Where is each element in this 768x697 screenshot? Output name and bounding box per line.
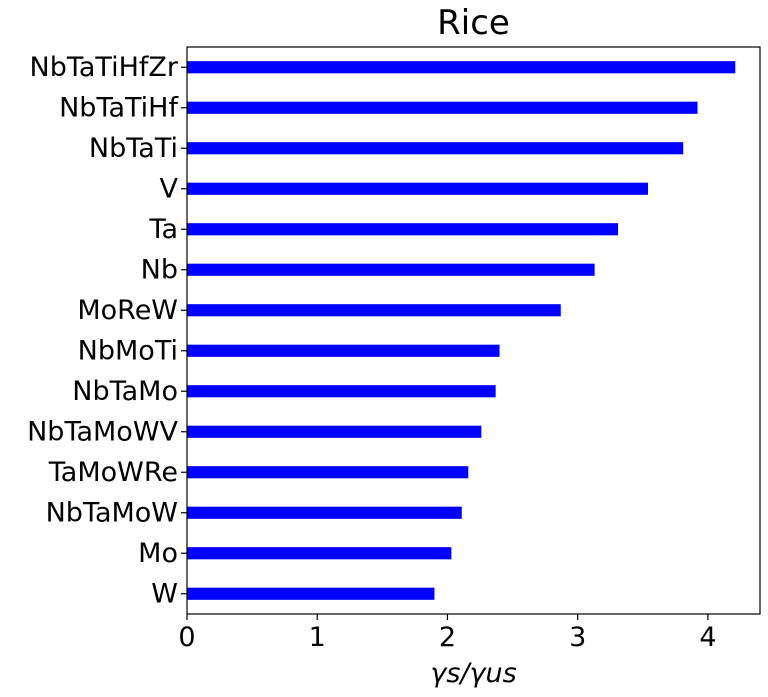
bar [187, 587, 435, 600]
x-tick-label: 2 [439, 622, 456, 653]
bars-layer [187, 61, 736, 600]
x-axis-label: γs/γus [430, 658, 516, 689]
bar [187, 101, 698, 114]
bar [187, 425, 482, 438]
y-tick-label: V [160, 173, 179, 204]
y-axis-ticks: NbTaTiHfZr NbTaTiHf NbTaTi V Ta Nb MoReW NbMoTi… [27, 52, 187, 609]
y-tick-label: NbTaTiHf [59, 92, 179, 123]
bar [187, 263, 595, 276]
plot-frame [186, 46, 761, 615]
bar [187, 61, 736, 74]
bar [187, 506, 462, 519]
y-tick-label: Mo [138, 538, 178, 569]
x-tick-label: 3 [569, 622, 586, 653]
chart-title: Rice [437, 3, 510, 43]
y-tick-label: NbMoTi [78, 335, 178, 366]
y-tick-label: W [151, 578, 178, 609]
y-tick-label: NbTaMo [72, 376, 178, 407]
x-axis-ticks: 0 1 2 3 4 [178, 614, 717, 653]
x-tick-label: 0 [178, 622, 195, 653]
bar [187, 385, 496, 398]
bar [187, 182, 649, 195]
y-tick-label: TaMoWRe [48, 457, 178, 488]
bar [187, 142, 684, 155]
x-tick-label: 1 [309, 622, 326, 653]
bar [187, 304, 561, 317]
x-tick-label: 4 [699, 622, 716, 653]
y-tick-label: MoReW [77, 295, 178, 326]
bar [187, 466, 469, 479]
y-tick-label: Ta [148, 214, 178, 245]
y-tick-label: NbTaMoW [46, 497, 178, 528]
bar [187, 547, 452, 560]
bar [187, 344, 500, 357]
y-tick-label: Nb [141, 254, 178, 285]
y-tick-label: NbTaTi [89, 133, 178, 164]
y-tick-label: NbTaMoWV [27, 416, 178, 447]
bar [187, 223, 619, 236]
y-tick-label: NbTaTiHfZr [30, 52, 179, 83]
